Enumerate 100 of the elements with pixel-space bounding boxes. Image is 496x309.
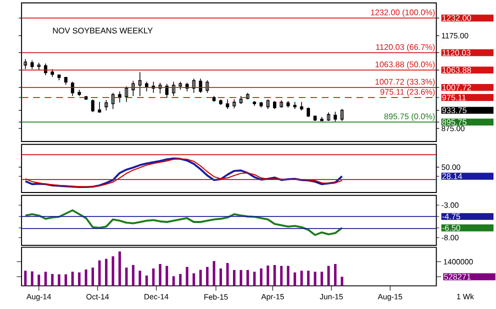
bar	[179, 274, 182, 286]
y-tick-label: 933.75	[442, 107, 466, 114]
y-tick-label: 1007.72	[442, 84, 471, 90]
candlestick	[239, 96, 243, 104]
candlestick	[118, 91, 122, 103]
bar	[51, 274, 54, 286]
ref-line-label: 895.75 (0.0%)	[384, 113, 435, 121]
bar	[98, 260, 101, 286]
candlestick	[206, 80, 209, 94]
candlestick	[226, 99, 230, 110]
ref-line-label: 1232.00 (100.0%)	[371, 9, 435, 17]
bar	[206, 266, 209, 286]
bar	[84, 270, 88, 286]
bar	[112, 256, 114, 286]
y-tick-label: 1232.00	[442, 15, 472, 21]
candlestick	[293, 102, 296, 110]
bar	[334, 264, 337, 286]
candlestick	[212, 96, 216, 102]
candlestick	[98, 102, 102, 114]
bar	[44, 272, 47, 286]
candlestick	[24, 58, 28, 70]
bar	[125, 268, 128, 286]
candlestick	[91, 99, 94, 112]
bar	[138, 270, 142, 286]
bar	[118, 251, 121, 286]
bar	[104, 258, 108, 286]
candlestick	[178, 81, 182, 90]
bar	[240, 270, 242, 286]
bar	[38, 274, 40, 286]
candlestick	[232, 99, 236, 109]
bar	[71, 272, 74, 286]
candlestick	[30, 60, 34, 70]
bar	[314, 272, 316, 286]
ref-line-label: 1120.03 (66.7%)	[376, 44, 435, 52]
bar	[199, 270, 202, 286]
candlestick	[320, 116, 324, 122]
candlestick	[64, 76, 68, 86]
candlestick	[37, 62, 41, 70]
candlestick	[57, 74, 61, 81]
candlestick	[111, 92, 115, 110]
candlestick	[145, 81, 148, 92]
candlestick	[273, 100, 276, 110]
bar	[260, 268, 262, 286]
bar	[307, 270, 310, 286]
bar	[294, 272, 296, 286]
candlestick	[50, 68, 54, 78]
ref-line-label: 1063.88 (50.0%)	[376, 61, 435, 69]
y-tick-label: 895.75	[442, 119, 466, 125]
y-tick-label: 528271	[444, 274, 471, 280]
candlestick	[78, 89, 81, 96]
bar	[300, 270, 303, 286]
bar	[166, 266, 168, 286]
bar	[253, 272, 256, 286]
bar	[266, 266, 270, 286]
ref-line-label: 975.11 (23.6%)	[380, 88, 435, 96]
text: NOV SOYBEANS WEEKLY	[53, 28, 153, 34]
bar	[340, 276, 344, 286]
candlestick	[138, 72, 142, 96]
y-tick-label: 1120.03	[442, 50, 470, 56]
candlestick	[165, 84, 169, 98]
y-tick-label: 1063.88	[442, 67, 472, 73]
bar	[78, 272, 81, 286]
bar	[273, 265, 276, 286]
candlestick	[326, 112, 330, 122]
bar	[192, 273, 196, 286]
ref-line-label: 1007.72 (33.3%)	[376, 78, 435, 86]
bar	[145, 276, 148, 286]
candlestick	[306, 107, 310, 118]
candlestick	[246, 92, 250, 100]
candlestick	[286, 100, 290, 108]
bar	[132, 265, 134, 286]
bar	[286, 266, 290, 286]
bar	[246, 270, 249, 286]
bar	[92, 268, 94, 286]
candlestick	[252, 100, 256, 106]
bar	[58, 274, 60, 286]
y-tick-label: -6.50	[442, 225, 460, 231]
candlestick	[300, 102, 304, 111]
bar	[64, 274, 68, 286]
bar	[24, 270, 27, 286]
bar	[226, 263, 229, 286]
bar	[152, 268, 155, 286]
bar	[212, 261, 216, 286]
bar	[30, 271, 34, 286]
bar	[220, 268, 222, 286]
bar	[320, 272, 324, 286]
bar	[158, 264, 162, 286]
candlestick	[104, 100, 108, 111]
bar	[232, 270, 236, 286]
candlestick	[313, 115, 317, 122]
bar	[186, 266, 188, 286]
y-tick-label: 975.11	[442, 94, 466, 100]
candlestick	[334, 111, 337, 122]
bar	[172, 276, 175, 286]
bar	[280, 266, 283, 286]
bar	[327, 266, 330, 286]
y-tick-label: 28.14	[442, 173, 462, 180]
candlestick	[260, 102, 263, 108]
y-tick-label: -4.75	[442, 214, 460, 220]
candlestick	[219, 99, 222, 106]
